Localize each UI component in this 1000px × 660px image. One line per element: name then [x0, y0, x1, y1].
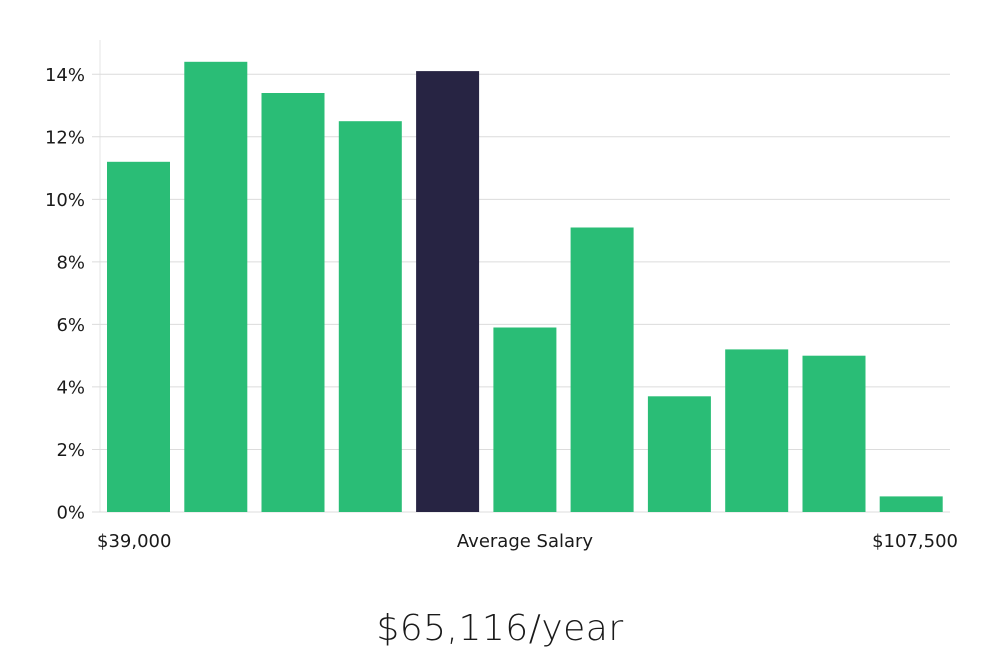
y-tick-label: 14%: [45, 65, 85, 86]
bar: [725, 349, 789, 512]
bar: [107, 161, 170, 513]
bar-average-salary: [416, 71, 480, 512]
bar: [802, 355, 866, 512]
bar: [570, 227, 634, 512]
bar: [647, 396, 711, 512]
bar: [338, 121, 402, 512]
labels-layer: $39,000 Average Salary $107,500: [97, 531, 958, 552]
salary-histogram-chart: 0% 2% 4% 6% 8% 10% 12% 14% $39,000 Average Sala…: [45, 40, 958, 552]
bar: [184, 61, 248, 513]
y-tick-label: 6%: [56, 315, 85, 336]
x-max-label: $107,500: [872, 531, 958, 552]
bar: [493, 327, 557, 512]
y-tick-label: 10%: [45, 190, 85, 211]
y-tick-label: 12%: [45, 127, 85, 148]
x-min-label: $39,000: [97, 531, 171, 552]
average-salary-value: $65,116/year: [376, 608, 624, 649]
y-tick-label: 8%: [56, 252, 85, 273]
y-tick-label: 2%: [56, 440, 85, 461]
y-tick-label: 0%: [56, 503, 85, 524]
bars-layer: [107, 61, 943, 513]
x-axis-title: Average Salary: [457, 531, 594, 552]
bar: [261, 93, 325, 512]
y-tick-label: 4%: [56, 377, 85, 398]
bar: [879, 496, 943, 512]
